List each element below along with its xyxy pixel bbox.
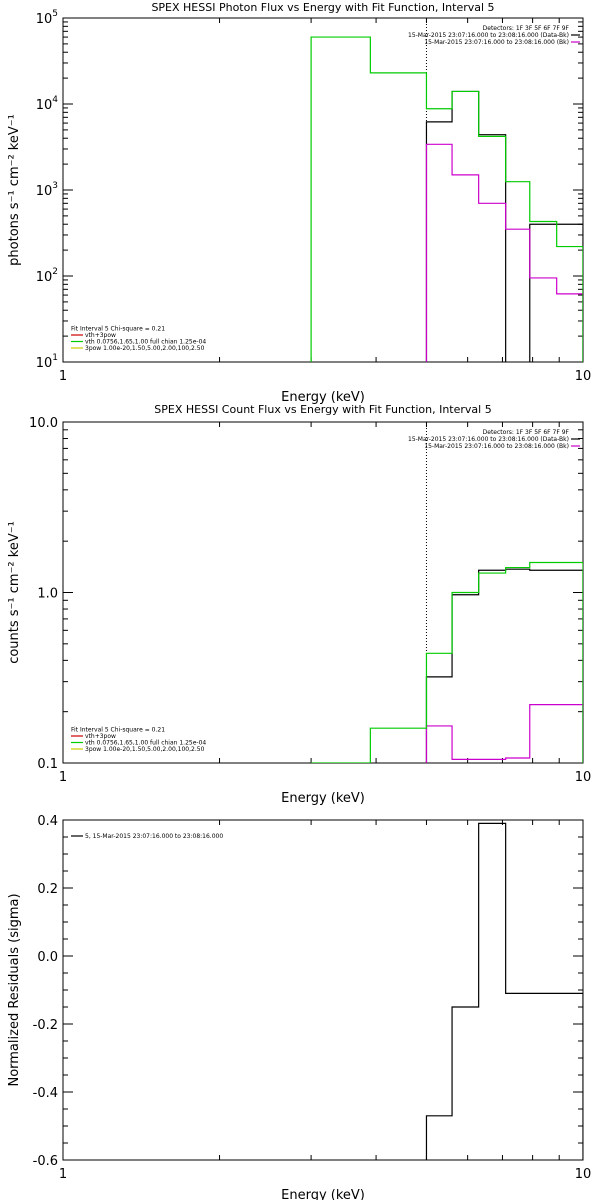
x-tick-label: 10 <box>575 770 592 785</box>
series-2-step-line <box>425 704 583 763</box>
legend-left-entry: vth+3pow <box>85 733 116 740</box>
legend-left-entry: vth+3pow <box>85 332 116 339</box>
y-tick-label: 0.2 <box>37 882 58 897</box>
y-tick-label: 103 <box>36 181 58 199</box>
y-axis-label: Normalized Residuals (sigma) <box>7 893 22 1086</box>
y-tick-exponent: 5 <box>52 9 58 19</box>
data-layer <box>310 36 583 362</box>
chart-title: SPEX HESSI Photon Flux vs Energy with Fi… <box>151 1 494 14</box>
x-tick-label: 1 <box>59 770 67 785</box>
y-tick-base: 10 <box>36 356 53 371</box>
legend-right-entry: Detectors: 1F 3F 5F 6F 7F 9F <box>483 25 570 32</box>
legend-right-entry: Detectors: 1F 3F 5F 6F 7F 9F <box>483 429 570 436</box>
y-tick-exponent: 1 <box>52 353 58 363</box>
x-tick-label: 10 <box>575 1167 592 1182</box>
y-axis-label: counts s⁻¹ cm⁻² keV⁻¹ <box>7 521 22 664</box>
y-tick-label: 101 <box>36 353 58 371</box>
chart-panel-3: 1 10 Energy (keV) 0.4 0.2 0.0 -0.2 -0.4 -0.6 Norm… <box>7 814 592 1203</box>
legend-left-entry: 3pow 1.00e-20,1.50,5.00,2.00,100,2.50 <box>85 345 205 352</box>
y-tick-label: -0.2 <box>33 1018 58 1033</box>
y-tick-label: 0.1 <box>37 757 58 772</box>
plot-frame <box>62 17 584 363</box>
data-layer <box>425 822 583 1160</box>
plot-frame <box>62 819 584 1161</box>
series-2-step-line <box>425 143 583 362</box>
series-1-step-line <box>425 90 583 362</box>
legend-left-header: Fit Interval 5 Chi-square = 0.21 <box>71 326 165 333</box>
x-axis-label: Energy (keV) <box>281 390 365 405</box>
chart-panel-1: SPEX HESSI Photon Flux vs Energy with Fi… <box>7 1 591 405</box>
y-tick-exponent: 2 <box>52 267 58 277</box>
x-tick-label: 1 <box>59 1167 67 1182</box>
plot-frame <box>62 421 584 764</box>
series-1-step-line <box>425 822 583 1160</box>
x-axis-label: Energy (keV) <box>281 1188 365 1200</box>
y-tick-exponent: 4 <box>52 95 58 105</box>
y-tick-label: 0.4 <box>37 814 58 829</box>
legend-left-entry: 5, 15-Mar-2015 23:07:16.000 to 23:08:16.… <box>85 833 223 840</box>
series-1-step-line <box>425 568 583 763</box>
y-tick-base: 10 <box>36 12 53 27</box>
y-tick-label: 1.0 <box>37 587 58 602</box>
y-axis-label: photons s⁻¹ cm⁻² keV⁻¹ <box>7 114 22 266</box>
x-tick-label: 1 <box>59 369 67 384</box>
y-tick-base: 10 <box>36 270 53 285</box>
y-tick-label: -0.6 <box>33 1154 58 1169</box>
legend-left-entry: vth 0.0756,1.65,1.00 full chian 1.25e-04 <box>85 740 206 747</box>
y-tick-base: 10 <box>36 184 53 199</box>
y-tick-base: 10 <box>36 98 53 113</box>
series-3-step-line <box>311 561 583 763</box>
legend-left-header: Fit Interval 5 Chi-square = 0.21 <box>71 727 165 734</box>
y-tick-label: 105 <box>36 9 58 27</box>
y-tick-label: 104 <box>36 95 59 113</box>
legend-right-entry: 15-Mar-2015 23:07:16.000 to 23:08:16.000… <box>408 436 569 443</box>
legend-left-entry: vth 0.0756,1.65,1.00 full chian 1.25e-04 <box>85 339 206 346</box>
chart-title: SPEX HESSI Count Flux vs Energy with Fit… <box>154 403 491 416</box>
legend-right-entry: 15-Mar-2015 23:07:16.000 to 23:08:16.000… <box>424 443 569 450</box>
legend-right-entry: 15-Mar-2015 23:07:16.000 to 23:08:16.000… <box>424 39 569 46</box>
data-layer <box>311 561 583 763</box>
legend-left-entry: 3pow 1.00e-20,1.50,5.00,2.00,100,2.50 <box>85 746 205 753</box>
series-3-step-line <box>310 36 583 362</box>
y-tick-label: -0.4 <box>33 1086 58 1101</box>
legend-right-entry: 15-Mar-2015 23:07:16.000 to 23:08:16.000… <box>408 32 569 39</box>
y-tick-label: 10.0 <box>29 416 58 431</box>
y-tick-exponent: 3 <box>52 181 58 191</box>
y-tick-label: 0.0 <box>37 950 58 965</box>
x-axis-label: Energy (keV) <box>281 791 365 806</box>
chart-panel-2: SPEX HESSI Count Flux vs Energy with Fit… <box>7 403 591 806</box>
x-tick-label: 10 <box>575 369 592 384</box>
y-tick-label: 102 <box>36 267 58 285</box>
